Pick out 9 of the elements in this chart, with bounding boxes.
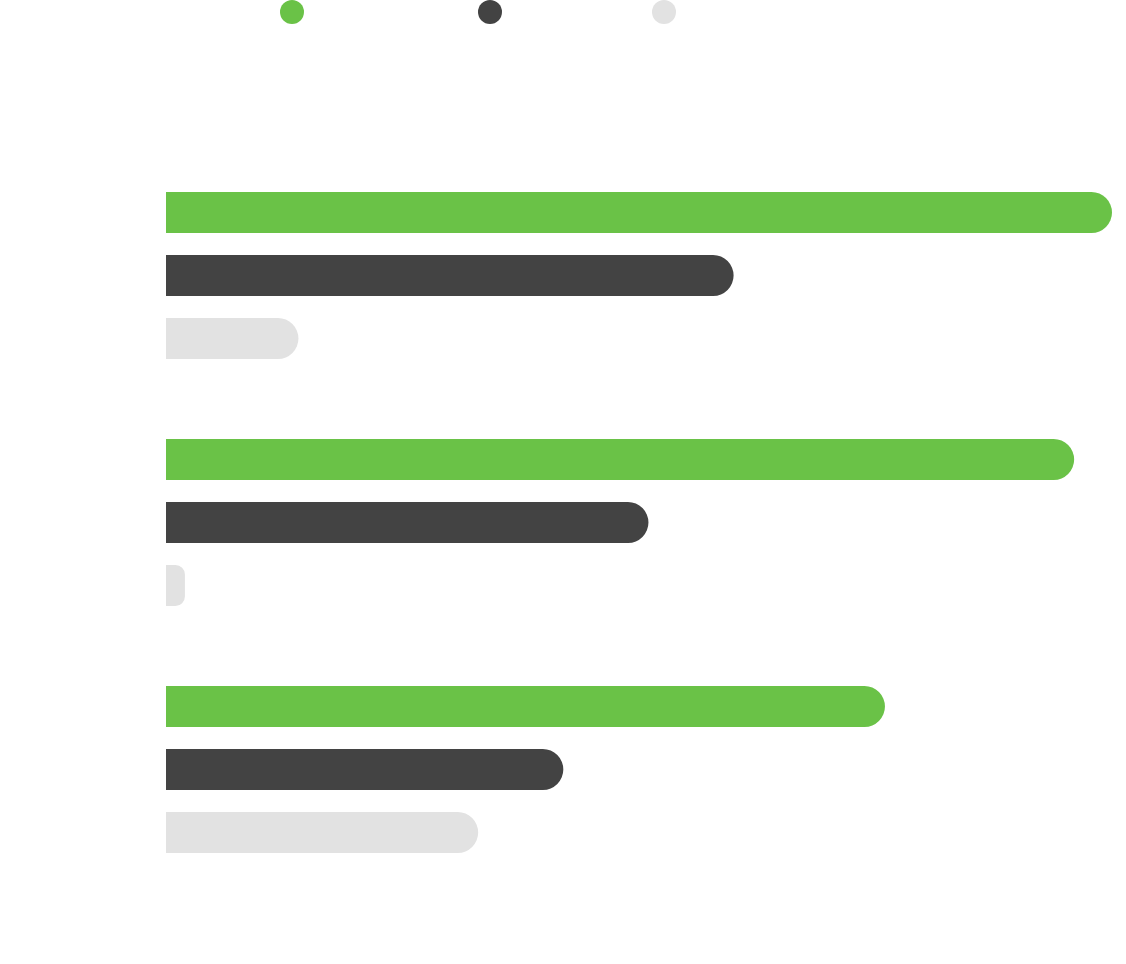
bar: [166, 318, 299, 359]
bar: [166, 686, 885, 727]
bar: [166, 812, 479, 853]
bar: [166, 502, 649, 543]
bar: [166, 439, 1075, 480]
bar: [166, 255, 734, 296]
bar: [166, 749, 564, 790]
bar: [166, 565, 185, 606]
bar: [166, 192, 1112, 233]
